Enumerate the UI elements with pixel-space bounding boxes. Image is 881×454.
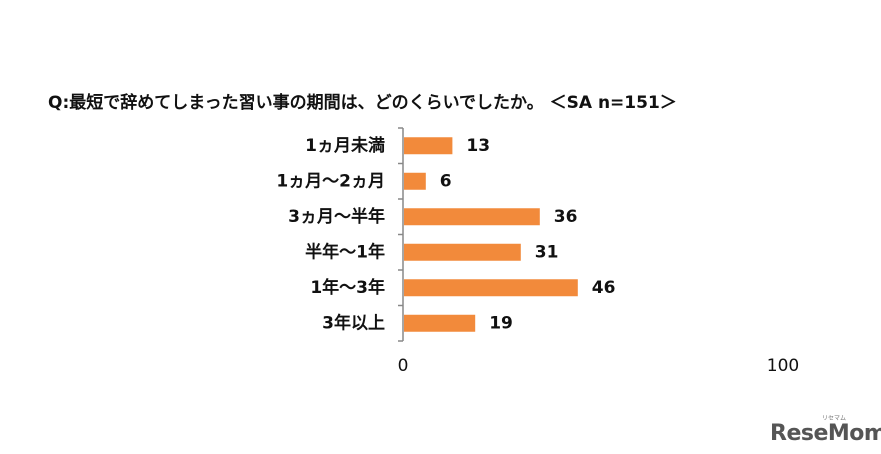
x-axis-tick-label: 100 xyxy=(767,356,799,376)
axis-group xyxy=(398,127,404,342)
x-axis-tick-label: 0 xyxy=(398,356,409,376)
chart-title: Q:最短で辞めてしまった習い事の期間は、どのくらいでしたか。 ＜SA n=151… xyxy=(48,92,677,113)
category-label: 3年以上 xyxy=(322,312,385,333)
data-label: 13 xyxy=(466,136,490,156)
bar xyxy=(404,243,521,261)
resemom-logo: リセマム ReseMom xyxy=(770,415,881,446)
category-label: 1年～3年 xyxy=(310,277,385,298)
data-label: 19 xyxy=(489,313,513,333)
logo-small-text: リセマム xyxy=(822,415,846,422)
data-labels: 13 6 36 31 46 19 xyxy=(440,136,616,334)
category-label: 1ヵ月～2ヵ月 xyxy=(276,171,385,191)
bars-group xyxy=(404,137,578,332)
bar xyxy=(404,172,426,190)
category-label: 半年～1年 xyxy=(305,241,385,262)
y-axis-ticks xyxy=(398,127,403,342)
bar xyxy=(404,314,476,332)
category-label: 3ヵ月～半年 xyxy=(288,206,385,227)
data-label: 6 xyxy=(440,171,452,191)
data-label: 31 xyxy=(535,242,559,262)
bar xyxy=(404,279,578,297)
x-axis-tick-labels: 0 100 xyxy=(398,356,800,376)
data-label: 36 xyxy=(554,207,578,227)
category-label: 1ヵ月未満 xyxy=(305,135,385,156)
bar xyxy=(404,137,453,155)
bar xyxy=(404,208,540,226)
logo-text: ReseMom xyxy=(770,421,881,446)
data-label: 46 xyxy=(592,278,616,298)
